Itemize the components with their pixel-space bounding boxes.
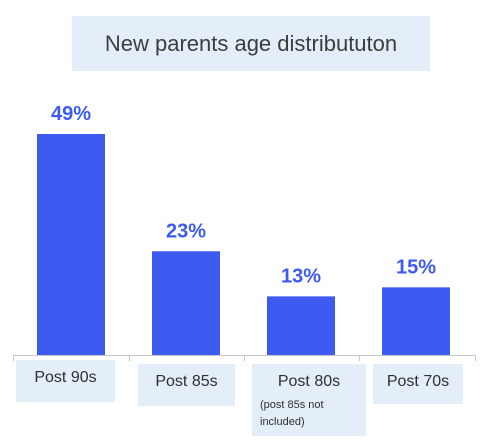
bar-post-70s	[382, 287, 450, 355]
category-label-text: Post 85s	[155, 373, 218, 390]
chart-title: New parents age distribututon	[72, 16, 430, 71]
category-label-post-80s: Post 80s (post 85s not included)	[252, 364, 366, 436]
bar-post-90s	[37, 134, 105, 355]
category-note: (post 85s not included)	[260, 399, 324, 428]
category-label-post-90s: Post 90s	[16, 360, 115, 402]
value-label-post-85s: 23%	[166, 220, 206, 242]
category-label-text: Post 70s	[386, 373, 450, 390]
category-label-text: Post 80s	[277, 373, 341, 390]
value-label-post-70s: 15%	[396, 256, 436, 278]
category-label-text: Post 90s	[34, 369, 97, 386]
value-label-post-90s: 49%	[51, 103, 91, 125]
category-label-post-70s: Post 70s	[373, 364, 463, 404]
value-label-post-80s: 13%	[281, 265, 321, 287]
category-label-post-85s: Post 85s	[138, 364, 235, 406]
bar-post-85s	[152, 251, 220, 355]
bar-post-80s	[267, 296, 335, 355]
